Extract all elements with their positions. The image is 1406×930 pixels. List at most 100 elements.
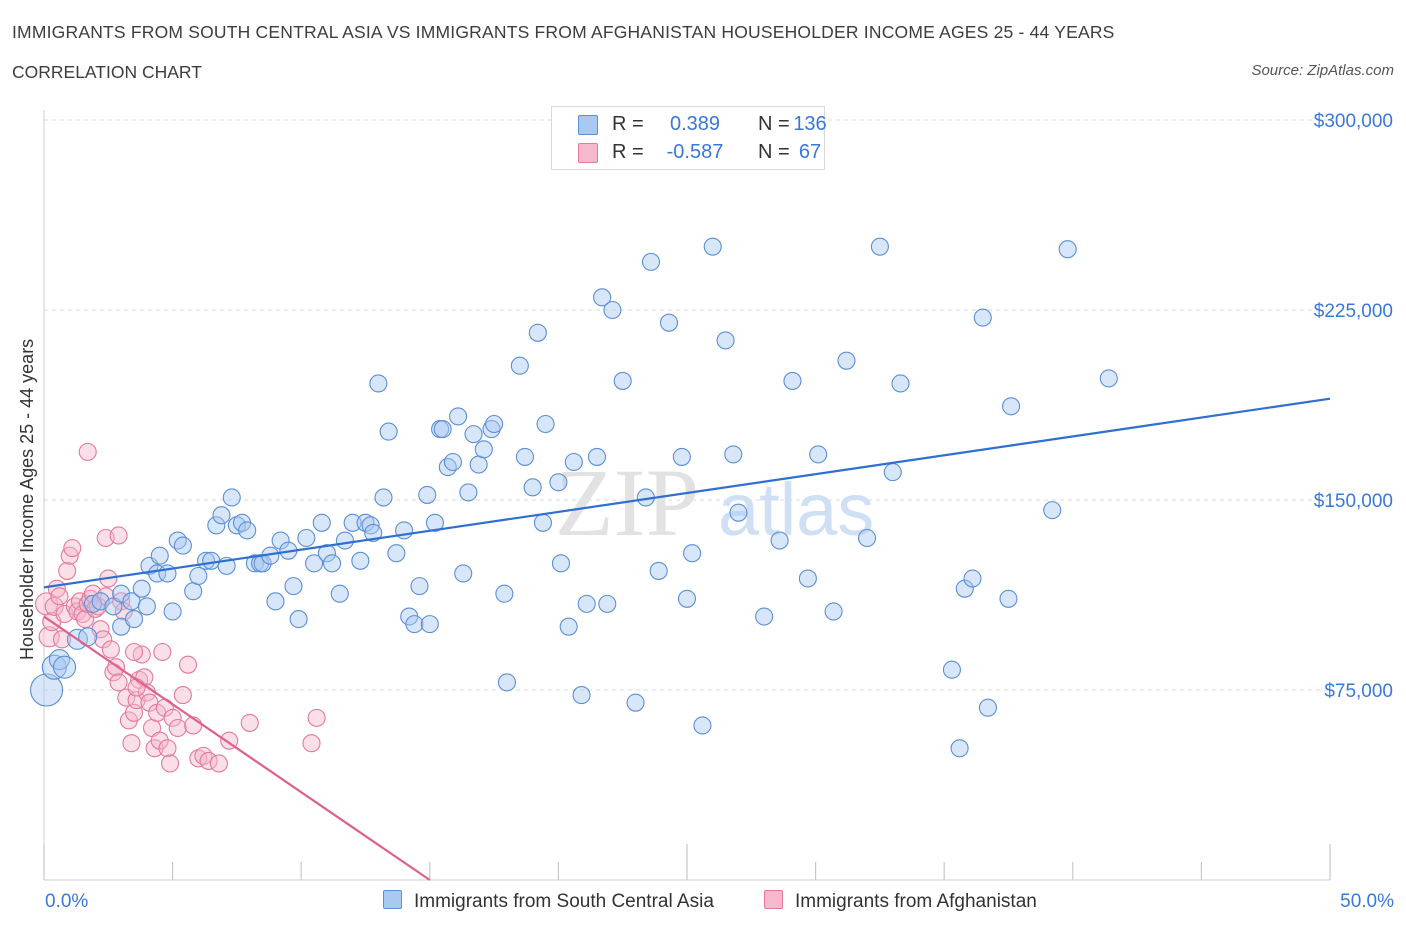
r-label: R = [612, 141, 644, 163]
pink-point [194, 746, 213, 765]
blue-point [1002, 397, 1021, 416]
pink-point [101, 640, 120, 659]
source-credit: Source: ZipAtlas.com [1251, 62, 1394, 79]
blue-point [284, 577, 303, 596]
blue-point [271, 531, 290, 550]
blue-point [999, 589, 1018, 608]
blue-point [837, 351, 856, 370]
pink-point [52, 630, 72, 649]
chart-subtitle: CORRELATION CHART [12, 62, 202, 82]
blue-point [112, 584, 131, 603]
blue-point [497, 673, 517, 692]
blue-point [474, 440, 493, 459]
pink-swatch-icon [578, 143, 598, 163]
pink-point [109, 526, 128, 545]
blue-point [955, 579, 974, 598]
blue-point [30, 673, 64, 707]
blue-point [464, 425, 483, 444]
south-central-asia-points [30, 237, 1118, 758]
pink-point [153, 642, 172, 662]
pink-point [50, 587, 69, 606]
blue-point [485, 414, 504, 434]
y-tick-label: $75,000 [1324, 681, 1393, 702]
blue-point [405, 615, 424, 634]
pink-trend-line [43, 615, 431, 881]
pink-point [158, 739, 177, 758]
blue-point [387, 544, 406, 563]
blue-point [891, 374, 910, 393]
pink-point [163, 708, 182, 727]
blue-point [549, 473, 568, 492]
pink-point [122, 734, 141, 753]
pink-point [109, 673, 128, 692]
pink-point [63, 539, 82, 558]
blue-point [1058, 240, 1077, 259]
blue-point [724, 445, 743, 464]
afghanistan-points [35, 442, 326, 773]
blue-point [978, 698, 997, 717]
pink-point [209, 754, 228, 773]
blue-point [305, 554, 324, 573]
blue-point [343, 513, 362, 532]
pink-point [178, 655, 198, 674]
blue-point [587, 447, 607, 466]
blue-point [132, 579, 151, 598]
blue-point [379, 422, 398, 441]
pink-point [78, 442, 97, 461]
y-tick-label: $300,000 [1314, 111, 1393, 132]
blue-point [454, 564, 473, 583]
blue-point [323, 554, 342, 573]
blue-point [410, 577, 429, 596]
blue-point [207, 516, 226, 535]
blue-point [809, 445, 828, 464]
blue-point [1043, 501, 1062, 520]
blue-point [495, 584, 514, 603]
pink-point [199, 751, 218, 770]
blue-point [150, 546, 169, 565]
pink-point [173, 686, 192, 705]
legend-item-south-central-asia: Immigrants from South Central Asia [383, 890, 714, 913]
legend-item-afghanistan: Immigrants from Afghanistan [764, 890, 1037, 913]
legend-label: Immigrants from South Central Asia [414, 891, 714, 912]
blue-point [523, 478, 542, 497]
blue-point [202, 551, 221, 570]
blue-point [729, 503, 748, 522]
blue-point [515, 447, 535, 466]
blue-trend-line [43, 397, 1331, 589]
pink-point [114, 602, 133, 621]
y-axis-label: Householder Income Ages 25 - 44 years [17, 338, 37, 660]
blue-point [551, 554, 571, 573]
pink-point [240, 713, 259, 732]
blue-point [798, 569, 817, 588]
blue-point [312, 513, 331, 532]
chart-title: IMMIGRANTS FROM SOUTH CENTRAL ASIA VS IM… [12, 22, 1115, 42]
blue-point [369, 374, 388, 393]
y-tick-labels: $75,000 $150,000 $225,000 $300,000 [1314, 111, 1393, 702]
blue-point [598, 594, 617, 613]
blue-point [973, 308, 992, 327]
blue-point [425, 513, 444, 532]
blue-swatch-icon [578, 115, 598, 135]
blue-point [48, 649, 70, 671]
blue-point [189, 566, 208, 586]
blue-point [245, 554, 264, 573]
blue-point [703, 237, 722, 256]
watermark-atlas: atlas [718, 468, 874, 551]
blue-point [626, 693, 645, 712]
blue-point [356, 513, 375, 532]
pink-point [168, 718, 187, 738]
pink-point [307, 708, 326, 727]
y-tick-label: $225,000 [1314, 301, 1393, 322]
pink-swatch-icon [764, 890, 783, 909]
blue-point [641, 252, 661, 271]
blue-point [433, 420, 452, 439]
r-label: R = [612, 113, 644, 135]
blue-point [418, 485, 437, 504]
x-tick-max: 50.0% [1340, 891, 1394, 912]
blue-point [533, 513, 553, 532]
blue-point [510, 356, 529, 375]
blue-point [649, 561, 668, 580]
blue-point [870, 237, 889, 256]
axes [43, 110, 1331, 881]
